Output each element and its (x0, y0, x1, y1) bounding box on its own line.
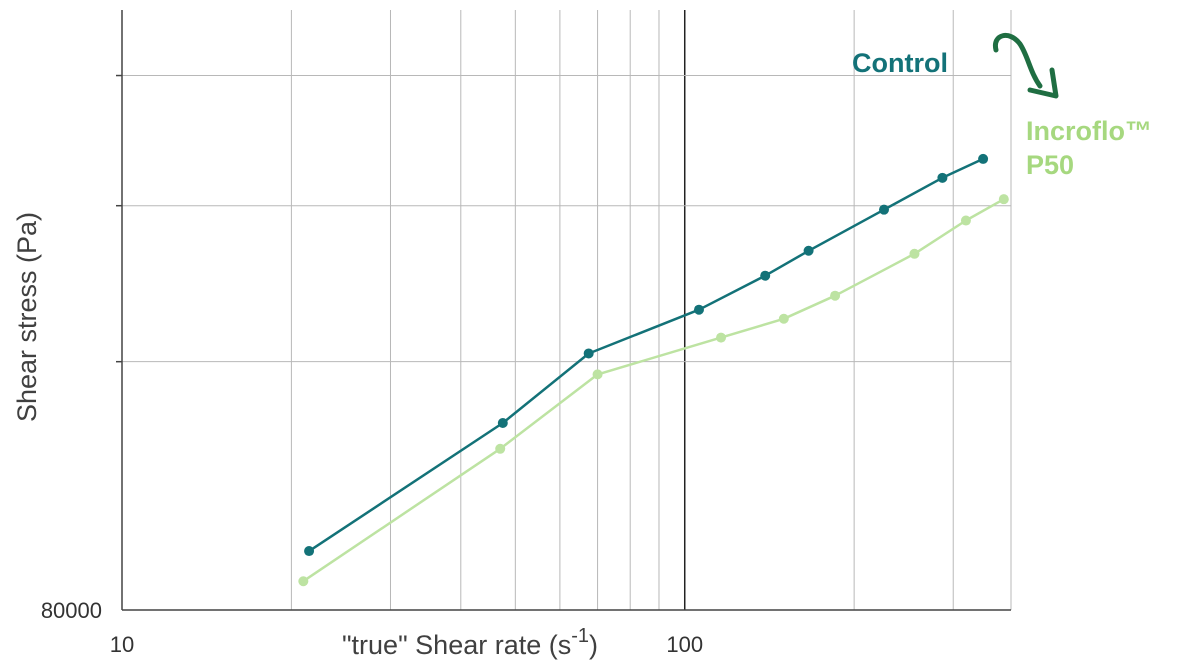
data-point-s0-7 (937, 172, 948, 183)
series-label-incroflo: Incroflo™ P50 (1026, 116, 1152, 180)
y-axis-title: Shear stress (Pa) (12, 212, 42, 422)
series-layer (298, 153, 1009, 587)
series-line-1 (302, 198, 1005, 583)
data-point-s1-8 (998, 194, 1009, 205)
x-axis-title: "true" Shear rate (s-1) (342, 625, 598, 660)
x-tick-label-10: 10 (110, 632, 134, 657)
x-axis-title-main: "true" Shear rate (s (342, 630, 571, 660)
series-label-incroflo-line-0: Incroflo™ (1026, 116, 1152, 146)
data-point-s0-4 (760, 270, 771, 281)
data-point-s0-8 (978, 153, 989, 164)
series-label-control: Control (852, 48, 948, 78)
data-point-s0-1 (497, 417, 508, 428)
data-point-s1-7 (960, 215, 971, 226)
data-point-s0-0 (304, 546, 315, 557)
data-point-s1-2 (592, 369, 603, 380)
data-point-s0-2 (583, 348, 594, 359)
data-point-s1-0 (298, 576, 309, 587)
series-label-incroflo-line-1: P50 (1026, 150, 1074, 180)
curved-arrow-icon (992, 33, 1059, 99)
data-point-s0-6 (879, 204, 890, 215)
data-point-s0-5 (803, 245, 814, 256)
data-point-s1-5 (830, 290, 841, 301)
x-tick-label-100: 100 (666, 632, 703, 657)
data-point-s1-4 (778, 313, 789, 324)
data-point-s1-6 (909, 248, 920, 259)
x-axis-title-exponent: -1 (571, 625, 589, 647)
axes-layer (121, 10, 1011, 611)
grid-layer (116, 10, 1012, 610)
tick-labels: 10 100 80000 (41, 598, 703, 657)
series-line-0 (308, 157, 984, 553)
data-point-s1-1 (495, 443, 506, 454)
x-axis-title-close: ) (589, 630, 598, 660)
y-tick-label-80000: 80000 (41, 598, 102, 623)
data-point-s0-3 (693, 304, 704, 315)
data-point-s1-3 (716, 332, 727, 343)
